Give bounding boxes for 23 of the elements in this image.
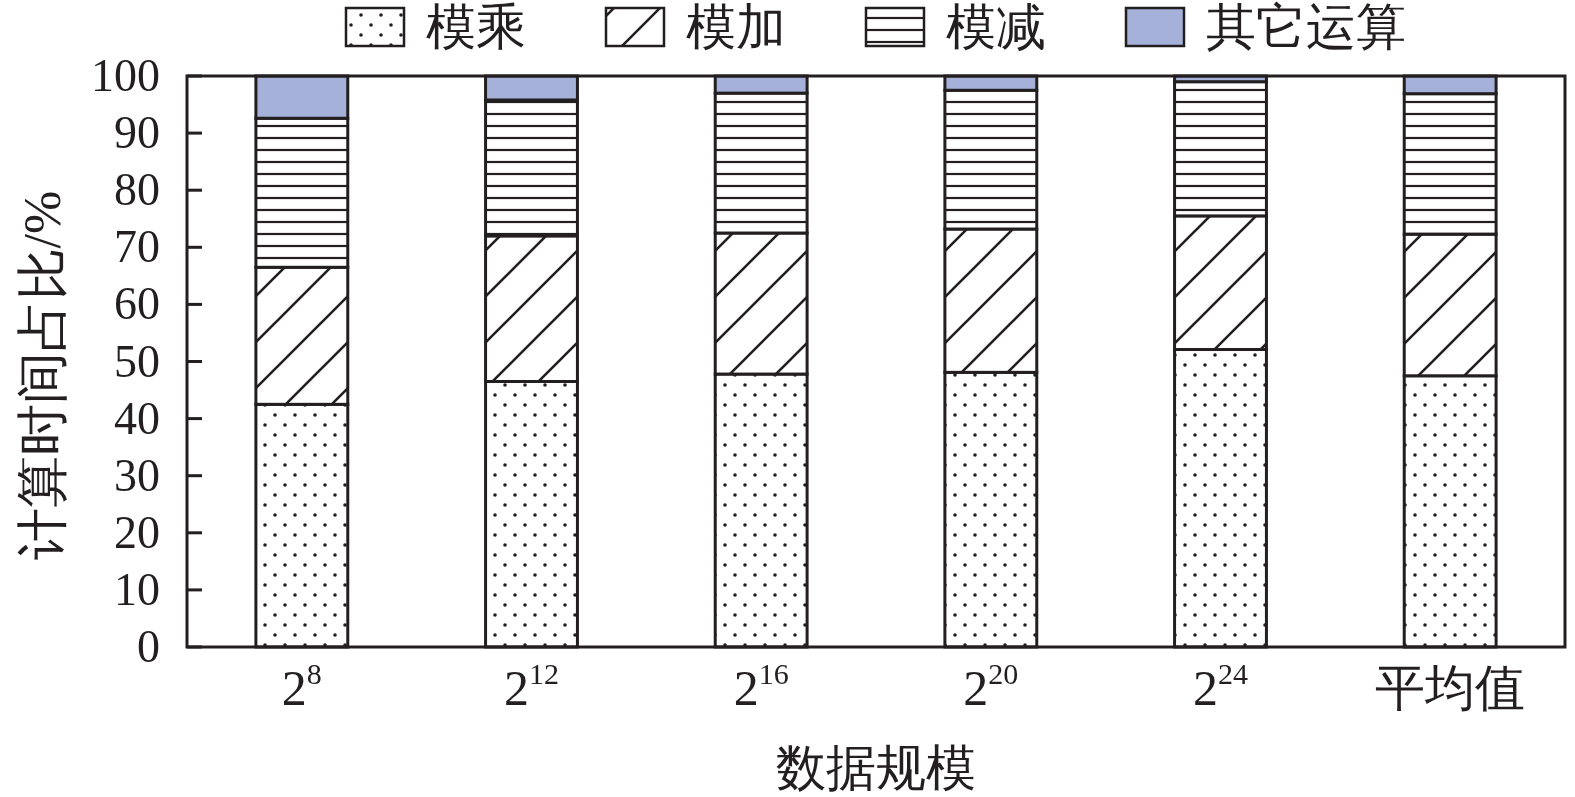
x-tick: 2$^{12}$ xyxy=(504,657,559,716)
x-tick: 2$^{16}$ xyxy=(733,657,789,716)
legend-label: 模加 xyxy=(686,0,786,55)
x-tick: 平均值 xyxy=(1375,660,1526,716)
y-tick: 90 xyxy=(114,107,160,159)
y-tick: 80 xyxy=(114,164,160,216)
y-tick: 70 xyxy=(114,221,160,273)
y-tick: 10 xyxy=(114,563,160,615)
x-title: 数据规模 xyxy=(776,740,976,796)
y-tick: 0 xyxy=(137,621,160,672)
legend-label: 模乘 xyxy=(426,0,526,55)
y-tick: 40 xyxy=(114,392,160,444)
legend-label: 模减 xyxy=(946,0,1046,55)
x-tick: 2$^{20}$ xyxy=(963,657,1019,716)
x-tick: 2$^{8}$ xyxy=(281,657,322,716)
y-tick: 50 xyxy=(114,335,160,387)
y-tick: 100 xyxy=(91,50,160,101)
y-title: 计算时间占比/% xyxy=(14,190,71,561)
y-tick: 20 xyxy=(114,506,160,558)
legend-label: 其它运算 xyxy=(1206,0,1406,55)
y-tick: 60 xyxy=(114,278,160,330)
x-tick: 2$^{24}$ xyxy=(1193,657,1248,716)
y-tick: 30 xyxy=(114,449,160,501)
